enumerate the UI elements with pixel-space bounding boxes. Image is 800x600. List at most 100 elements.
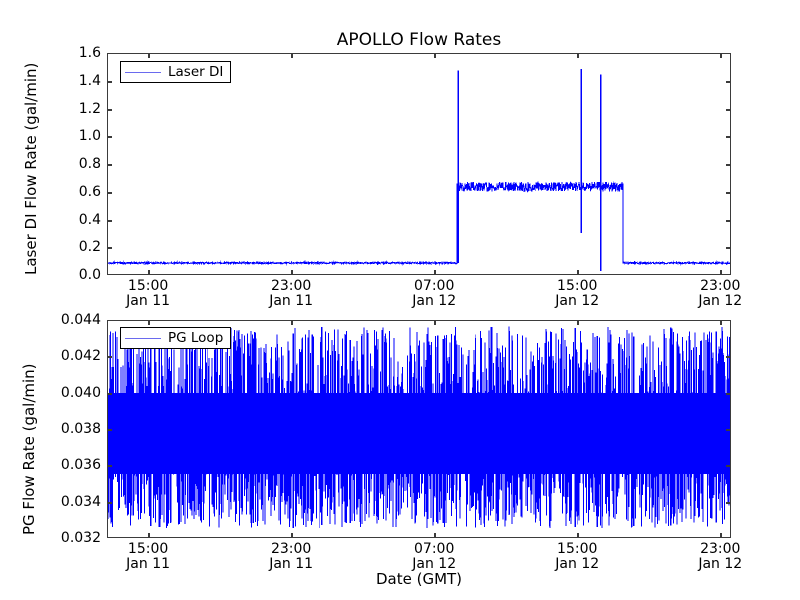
- x-tick-mark: [720, 270, 722, 274]
- legend-pg-loop: PG Loop: [120, 327, 232, 349]
- x-tick-label: 23:00 Jan 11: [269, 541, 314, 573]
- x-tick-label: 15:00 Jan 11: [126, 541, 171, 573]
- y-tick-mark-right: [726, 164, 730, 166]
- y-axis-label-laser-di: Laser DI Flow Rate (gal/min): [22, 62, 40, 275]
- x-tick-date: Jan 11: [126, 293, 171, 310]
- y-tick-label: 0.040: [60, 384, 101, 401]
- y-tick-mark-right: [726, 393, 730, 395]
- x-tick-label: 07:00 Jan 12: [412, 541, 457, 573]
- x-tick-date: Jan 12: [555, 556, 600, 573]
- y-tick-mark: [108, 356, 112, 358]
- x-tick-mark-top: [434, 321, 436, 325]
- x-tick-time: 23:00: [270, 541, 312, 557]
- y-tick-mark-right: [726, 136, 730, 138]
- legend-line-icon: [125, 71, 161, 73]
- legend-label-laser-di: Laser DI: [168, 64, 224, 80]
- y-tick-mark-right: [726, 465, 730, 467]
- y-tick-mark-right: [726, 502, 730, 504]
- x-axis-label: Date (GMT): [375, 570, 463, 588]
- y-tick-mark-right: [726, 109, 730, 111]
- y-tick-mark-right: [726, 429, 730, 431]
- x-tick-mark: [291, 533, 293, 537]
- legend-label-pg-loop: PG Loop: [168, 330, 224, 346]
- x-tick-mark-top: [720, 321, 722, 325]
- y-tick-mark-right: [726, 247, 730, 249]
- x-tick-time: 15:00: [557, 278, 598, 294]
- x-tick-date: Jan 11: [126, 556, 171, 573]
- y-tick-label: 0.4: [78, 211, 101, 228]
- y-tick-mark: [108, 220, 112, 222]
- x-tick-mark-top: [577, 54, 579, 58]
- x-tick-mark: [577, 533, 579, 537]
- x-tick-date: Jan 11: [269, 293, 314, 310]
- y-tick-label: 1.0: [78, 128, 101, 145]
- y-tick-label: 0.0: [78, 267, 101, 283]
- y-tick-label: 0.036: [60, 457, 101, 474]
- y-tick-label: 1.2: [78, 100, 101, 117]
- y-tick-label: 0.038: [60, 421, 101, 437]
- y-tick-mark: [108, 136, 112, 138]
- y-tick-mark: [108, 502, 112, 504]
- x-tick-time: 15:00: [127, 541, 169, 557]
- y-tick-mark-right: [726, 220, 730, 222]
- x-tick-mark: [148, 533, 150, 537]
- x-tick-date: Jan 12: [555, 293, 600, 310]
- x-tick-date: Jan 12: [412, 293, 457, 310]
- y-tick-mark: [108, 465, 112, 467]
- plot-area-pg-loop: PG Loop: [107, 320, 731, 538]
- y-tick-mark: [108, 192, 112, 194]
- x-tick-label: 15:00 Jan 12: [555, 541, 600, 573]
- x-tick-label: 23:00 Jan 11: [269, 278, 314, 310]
- y-tick-mark: [108, 81, 112, 83]
- x-tick-mark: [148, 270, 150, 274]
- x-tick-time: 23:00: [700, 278, 741, 294]
- y-tick-label: 0.034: [60, 493, 101, 510]
- x-tick-mark-top: [434, 54, 436, 58]
- x-tick-time: 07:00: [414, 278, 455, 294]
- y-tick-mark: [108, 164, 112, 166]
- y-tick-mark: [108, 393, 112, 395]
- y-tick-label: 1.4: [78, 72, 101, 89]
- x-tick-mark-top: [291, 54, 293, 58]
- x-tick-date: Jan 11: [269, 556, 314, 573]
- x-tick-label: 15:00 Jan 12: [555, 278, 600, 310]
- x-tick-label: 07:00 Jan 12: [412, 278, 457, 310]
- y-tick-mark-right: [726, 356, 730, 358]
- y-tick-label: 0.032: [60, 530, 101, 546]
- y-tick-label: 0.6: [78, 183, 101, 200]
- y-tick-mark: [108, 429, 112, 431]
- x-tick-time: 15:00: [557, 541, 598, 557]
- x-tick-mark: [291, 270, 293, 274]
- x-tick-mark-top: [720, 54, 722, 58]
- legend-line-icon: [125, 337, 161, 339]
- y-axis-label-pg-loop: PG Flow Rate (gal/min): [20, 363, 38, 535]
- y-tick-mark: [108, 109, 112, 111]
- x-tick-mark: [577, 270, 579, 274]
- y-tick-mark-right: [726, 192, 730, 194]
- y-tick-mark-right: [726, 81, 730, 83]
- plot-area-laser-di: Laser DI: [107, 53, 731, 275]
- x-tick-date: Jan 12: [698, 556, 743, 573]
- x-tick-date: Jan 12: [698, 293, 743, 310]
- x-tick-mark-top: [148, 321, 150, 325]
- x-tick-time: 23:00: [700, 541, 741, 557]
- y-tick-label: 0.042: [60, 348, 101, 365]
- x-tick-label: 15:00 Jan 11: [126, 278, 171, 310]
- legend-laser-di: Laser DI: [120, 61, 232, 83]
- y-tick-label: 0.044: [60, 312, 101, 328]
- x-tick-time: 07:00: [414, 541, 455, 557]
- x-tick-time: 15:00: [127, 278, 169, 294]
- y-tick-label: 1.6: [78, 45, 101, 61]
- x-tick-label: 23:00 Jan 12: [698, 278, 743, 310]
- y-tick-label: 0.2: [78, 239, 101, 256]
- x-tick-date: Jan 12: [412, 556, 457, 573]
- x-tick-mark-top: [148, 54, 150, 58]
- x-tick-label: 23:00 Jan 12: [698, 541, 743, 573]
- x-tick-time: 23:00: [270, 278, 312, 294]
- y-tick-mark: [108, 247, 112, 249]
- x-tick-mark-top: [291, 321, 293, 325]
- chart-title: APOLLO Flow Rates: [336, 30, 502, 50]
- y-tick-label: 0.8: [78, 156, 101, 172]
- laser-di-series-plot: [108, 69, 730, 272]
- x-tick-mark-top: [577, 321, 579, 325]
